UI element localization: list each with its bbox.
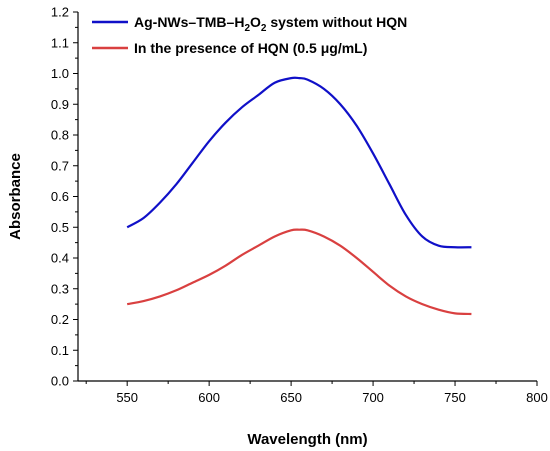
- y-tick-label: 0.6: [51, 189, 69, 204]
- y-tick-label: 0.0: [51, 374, 69, 389]
- series-line-2: [126, 228, 472, 316]
- y-tick-label: 0.4: [51, 251, 69, 266]
- legend-label-2: In the presence of HQN (0.5 μg/mL): [134, 40, 367, 56]
- x-axis-title: Wavelength (nm): [247, 431, 367, 448]
- y-tick-label: 0.9: [51, 97, 69, 112]
- x-tick-label: 600: [198, 390, 220, 405]
- y-tick-label: 0.7: [51, 158, 69, 173]
- series-layer: [126, 76, 472, 316]
- y-axis-title: Absorbance: [7, 153, 24, 240]
- y-tick-label: 0.2: [51, 312, 69, 327]
- y-tick-label: 0.1: [51, 343, 69, 358]
- x-tick-label: 750: [444, 390, 466, 405]
- legend-label-1: Ag-NWs–TMB–H2O2 system without HQN: [134, 14, 407, 34]
- y-tick-label: 1.2: [51, 5, 69, 20]
- y-tick-label: 0.8: [51, 128, 69, 143]
- x-tick-label: 550: [116, 390, 138, 405]
- y-tick-label: 1.1: [51, 35, 69, 50]
- y-tick-label: 1.0: [51, 66, 69, 81]
- x-tick-label: 650: [280, 390, 302, 405]
- series-line-1: [126, 76, 472, 249]
- y-tick-label: 0.5: [51, 220, 69, 235]
- axes-layer: 0.0 0.1 0.2 0.3 0.4 0.5 0.6 0.7 0.8 0.9 1.0 1.1 1.2 5…: [51, 5, 548, 406]
- x-tick-label: 700: [362, 390, 384, 405]
- legend: Ag-NWs–TMB–H2O2 system without HQN In the…: [92, 14, 407, 56]
- x-tick-label: 800: [526, 390, 548, 405]
- y-tick-label: 0.3: [51, 281, 69, 296]
